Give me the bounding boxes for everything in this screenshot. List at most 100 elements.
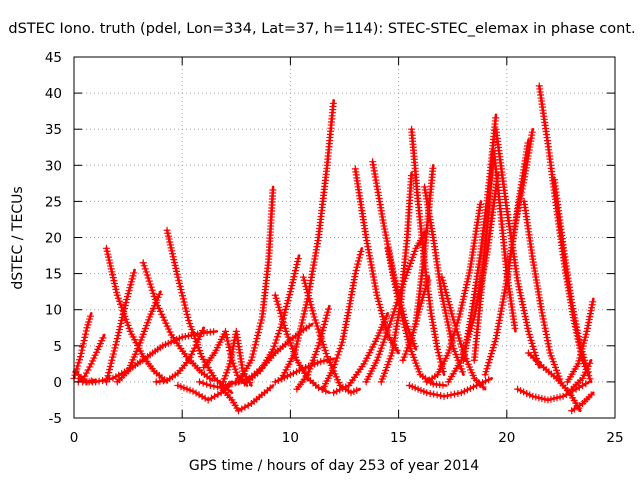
point-pass-26-9 bbox=[374, 353, 382, 361]
point-pass-04-5 bbox=[95, 377, 103, 385]
point-pass-31-6 bbox=[406, 338, 414, 346]
point-pass-18-11 bbox=[281, 324, 289, 332]
point-pass-06-17 bbox=[115, 326, 123, 334]
point-pass-42-23 bbox=[514, 207, 522, 215]
point-pass-02-3 bbox=[82, 369, 90, 377]
point-pass-43-49 bbox=[545, 346, 553, 354]
series-layer bbox=[70, 82, 597, 415]
point-pass-06-0 bbox=[102, 378, 110, 386]
point-pass-29-17 bbox=[394, 295, 402, 303]
point-pass-06-7 bbox=[108, 356, 116, 364]
point-pass-29-14 bbox=[392, 286, 400, 294]
point-pass-06-3 bbox=[105, 369, 113, 377]
point-pass-06-27 bbox=[123, 296, 131, 304]
point-pass-08-11 bbox=[150, 292, 158, 300]
point-pass-22-26 bbox=[323, 311, 331, 319]
point-pass-06-5 bbox=[106, 362, 114, 370]
point-pass-26-41 bbox=[408, 256, 416, 264]
point-pass-02-4 bbox=[84, 366, 92, 374]
point-pass-10-34 bbox=[189, 329, 197, 337]
point-pass-10-41 bbox=[197, 350, 205, 358]
point-pass-26-17 bbox=[383, 329, 391, 337]
point-pass-26-16 bbox=[382, 332, 390, 340]
y-tick-label-2: 5 bbox=[53, 339, 62, 355]
point-pass-06-36 bbox=[130, 269, 138, 277]
point-pass-01-8 bbox=[77, 349, 85, 357]
point-pass-11-9 bbox=[201, 394, 209, 402]
point-pass-10-18 bbox=[175, 279, 183, 287]
point-pass-13-27 bbox=[232, 368, 240, 376]
series-pass-04 bbox=[79, 328, 219, 386]
point-pass-40-71 bbox=[528, 339, 536, 347]
point-pass-18-9 bbox=[279, 318, 287, 326]
point-pass-11-7 bbox=[195, 391, 203, 399]
point-pass-06-34 bbox=[128, 275, 136, 283]
point-pass-23-11 bbox=[333, 354, 341, 362]
point-pass-17-27 bbox=[282, 302, 290, 310]
point-pass-20-16 bbox=[296, 328, 304, 336]
point-pass-34-13 bbox=[447, 391, 455, 399]
point-pass-26-10 bbox=[375, 350, 383, 358]
point-pass-05-24 bbox=[122, 315, 130, 323]
point-pass-36-2 bbox=[440, 279, 448, 287]
point-pass-10-31 bbox=[186, 320, 194, 328]
point-pass-22-17 bbox=[315, 339, 323, 347]
point-pass-35-15 bbox=[447, 340, 455, 348]
point-pass-17-39 bbox=[291, 267, 299, 275]
point-pass-48-12 bbox=[578, 345, 586, 353]
point-pass-20-18 bbox=[297, 322, 305, 330]
point-pass-40-73 bbox=[530, 345, 538, 353]
point-pass-26-12 bbox=[377, 344, 385, 352]
x-tick-label-4: 20 bbox=[498, 430, 515, 446]
point-pass-34-20 bbox=[469, 383, 477, 391]
point-pass-31-4 bbox=[404, 344, 412, 352]
point-pass-34-11 bbox=[440, 392, 448, 400]
point-pass-18-3 bbox=[274, 300, 282, 308]
point-pass-03-1 bbox=[74, 371, 82, 379]
point-pass-42-31 bbox=[519, 182, 527, 190]
point-pass-29-28 bbox=[402, 329, 410, 337]
point-pass-30-72 bbox=[434, 345, 442, 353]
series-pass-43 bbox=[520, 197, 564, 384]
point-pass-43-42 bbox=[541, 324, 549, 332]
point-pass-43-44 bbox=[542, 330, 550, 338]
point-pass-36-15 bbox=[451, 319, 459, 327]
point-pass-27-61 bbox=[411, 343, 419, 351]
point-pass-08-7 bbox=[146, 280, 154, 288]
point-pass-01-7 bbox=[76, 353, 84, 361]
point-pass-17-42 bbox=[294, 258, 302, 266]
point-pass-14-20 bbox=[266, 384, 274, 392]
point-pass-36-10 bbox=[446, 304, 454, 312]
point-pass-01-15 bbox=[82, 327, 90, 335]
point-pass-36-17 bbox=[452, 325, 460, 333]
point-pass-36-1 bbox=[439, 276, 447, 284]
point-pass-06-4 bbox=[106, 366, 114, 374]
point-pass-45-12 bbox=[550, 395, 558, 403]
point-pass-05-27 bbox=[125, 324, 133, 332]
point-pass-29-22 bbox=[398, 311, 406, 319]
point-pass-36-7 bbox=[444, 295, 452, 303]
point-pass-10-20 bbox=[177, 286, 185, 294]
point-pass-23-10 bbox=[332, 357, 340, 365]
point-pass-05-26 bbox=[124, 321, 132, 329]
series-pass-06 bbox=[102, 268, 138, 386]
point-pass-09-15 bbox=[189, 347, 197, 355]
point-pass-10-35 bbox=[190, 332, 198, 340]
point-pass-13-15 bbox=[222, 331, 230, 339]
point-pass-17-37 bbox=[290, 273, 298, 281]
point-pass-26-11 bbox=[376, 347, 384, 355]
point-pass-12-2 bbox=[203, 380, 211, 388]
series-pass-26 bbox=[362, 228, 429, 386]
point-pass-42-19 bbox=[511, 219, 519, 227]
point-pass-33-49 bbox=[446, 330, 454, 338]
series-pass-24 bbox=[330, 312, 391, 397]
point-pass-15-1 bbox=[225, 381, 233, 389]
point-pass-42-20 bbox=[512, 216, 520, 224]
point-pass-47-44 bbox=[570, 311, 578, 319]
y-tick-label-1: 0 bbox=[53, 375, 62, 391]
point-pass-21-2 bbox=[301, 279, 309, 287]
point-pass-31-0 bbox=[399, 356, 407, 364]
point-pass-12-8 bbox=[219, 378, 227, 386]
point-pass-23-44 bbox=[355, 254, 363, 262]
point-pass-13-24 bbox=[229, 359, 237, 367]
